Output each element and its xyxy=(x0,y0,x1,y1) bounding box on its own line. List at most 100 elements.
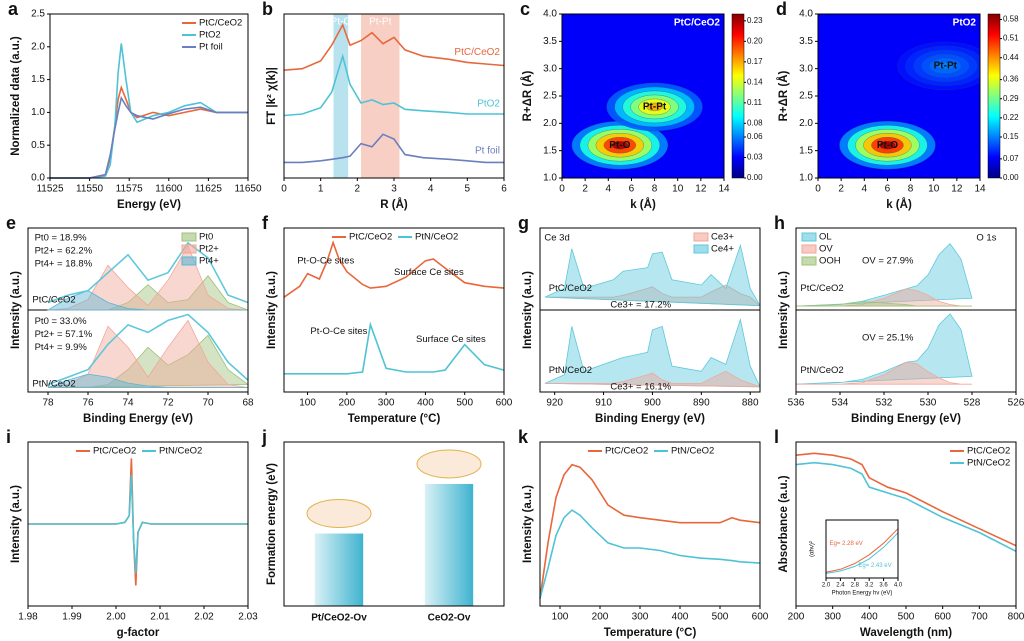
x-tick-label: 600 xyxy=(934,612,951,623)
panel-label: c xyxy=(520,0,530,19)
annotation: Surface Ce sites xyxy=(416,334,486,345)
y-axis-label: Intensity (a.u.) xyxy=(10,271,22,349)
series-line xyxy=(283,53,504,117)
x-tick-label: 74 xyxy=(122,398,134,409)
colorbar-label: 0.00 xyxy=(1003,173,1019,182)
plot-frame xyxy=(283,441,505,607)
colorbar-label: 0.17 xyxy=(747,57,763,66)
x-tick-label: 2.0 xyxy=(822,583,831,589)
y-tick-label: 4.0 xyxy=(799,9,813,20)
x-tick-label: 11550 xyxy=(76,184,104,195)
x-tick-label: 3.6 xyxy=(879,583,888,589)
series-line xyxy=(283,22,505,71)
series-line xyxy=(50,84,248,179)
x-axis-label: g-factor xyxy=(117,627,160,639)
y-axis-label: FT |k² χ(k)| xyxy=(266,67,278,125)
colorbar-label: 0.20 xyxy=(747,36,763,45)
bar xyxy=(424,483,474,606)
x-tick-label: 6 xyxy=(501,184,507,195)
x-tick-label: 900 xyxy=(644,398,661,409)
peak-label: Pt-O xyxy=(877,140,898,151)
peak-label: Pt-O xyxy=(609,140,630,151)
y-axis-label: Intensity (a.u.) xyxy=(522,485,534,563)
colorbar xyxy=(731,13,745,179)
x-tick-label: 4 xyxy=(862,184,868,195)
panel-label: d xyxy=(776,0,787,19)
x-tick-label: 536 xyxy=(788,398,805,409)
annotation: Pt2+ = 57.1% xyxy=(35,329,93,340)
structure-illustration xyxy=(306,499,372,529)
series-line xyxy=(50,95,248,179)
x-axis-label: k (Å) xyxy=(630,198,656,211)
peak-label: Pt-Pt xyxy=(643,102,667,113)
legend-label: PtN/CeO2 xyxy=(967,458,1010,469)
x-tick-label: 11625 xyxy=(195,184,223,195)
x-tick-label: CeO2-Ov xyxy=(428,613,471,624)
y-axis-label: Absorbance (a.u.) xyxy=(778,475,790,572)
x-tick-label: 11650 xyxy=(234,184,262,195)
x-tick-label: 11525 xyxy=(36,184,64,195)
legend-label: Pt foil xyxy=(199,42,223,53)
annotation: Ce3+ = 17.2% xyxy=(610,300,671,311)
x-tick-label: 400 xyxy=(861,612,878,623)
x-tick-label: 0 xyxy=(559,184,565,195)
x-tick-label: 2.01 xyxy=(150,612,170,623)
y-axis-label: Intensity (a.u.) xyxy=(522,271,534,349)
y-axis-label: Intensity (a.u.) xyxy=(266,271,278,349)
legend-label: PtC/CeO2 xyxy=(199,18,242,29)
series-line xyxy=(47,313,249,386)
legend-label: PtN/CeO2 xyxy=(671,446,714,457)
x-tick-label: 10 xyxy=(672,184,684,195)
colorbar-label: 0.15 xyxy=(1003,132,1019,141)
x-tick-label: 14 xyxy=(718,184,730,195)
x-tick-label: 200 xyxy=(788,612,805,623)
y-tick-label: 2.5 xyxy=(543,91,557,102)
fit-peak xyxy=(47,373,248,388)
legend-swatch xyxy=(693,232,709,242)
y-tick-label: 3.5 xyxy=(799,36,813,47)
annotation: Ce3+ = 16.1% xyxy=(610,382,671,393)
legend-label: Ce4+ xyxy=(711,244,734,255)
y-axis-label: R+ΔR (Å) xyxy=(777,70,790,121)
x-tick-label: 500 xyxy=(712,612,729,623)
y-tick-label: 2.5 xyxy=(799,91,813,102)
x-tick-label: 2.4 xyxy=(836,583,845,589)
x-tick-label: 890 xyxy=(693,398,710,409)
x-tick-label: 12 xyxy=(695,184,707,195)
series-label: Pt foil xyxy=(475,145,500,156)
x-tick-label: 600 xyxy=(496,398,513,409)
x-tick-label: 800 xyxy=(1008,612,1024,623)
legend-swatch xyxy=(181,232,197,242)
x-tick-label: 72 xyxy=(162,398,174,409)
y-tick-label: 3.0 xyxy=(543,63,557,74)
legend-label: PtC/CeO2 xyxy=(93,446,136,457)
annotation: Pt0 = 33.0% xyxy=(35,316,88,327)
colorbar xyxy=(987,13,1001,179)
x-tick-label: 2 xyxy=(838,184,844,195)
legend-label: PtC/CeO2 xyxy=(967,446,1010,457)
x-tick-label: 500 xyxy=(456,398,473,409)
plot-frame xyxy=(283,227,505,393)
legend-swatch xyxy=(181,244,197,254)
x-tick-label: 600 xyxy=(752,612,769,623)
legend-label: PtO2 xyxy=(199,30,221,41)
x-tick-label: 200 xyxy=(592,612,609,623)
panel-label: f xyxy=(262,213,269,233)
x-tick-label: 100 xyxy=(299,398,316,409)
x-axis-label: Temperature (°C) xyxy=(348,413,441,425)
series-line xyxy=(284,133,504,164)
y-tick-label: 3.5 xyxy=(543,36,557,47)
x-tick-label: Pt/CeO2-Ov xyxy=(311,613,367,624)
x-axis-label: Binding Energy (eV) xyxy=(851,413,961,425)
y-tick-label: 1.0 xyxy=(799,173,813,184)
x-tick-label: 11575 xyxy=(116,184,144,195)
colorbar-label: 0.03 xyxy=(747,153,763,162)
y-tick-label: 0.0 xyxy=(31,173,45,184)
annotation: Surface Ce sites xyxy=(394,267,464,278)
heatmap-title: PtO2 xyxy=(953,18,977,29)
x-tick-label: 300 xyxy=(632,612,649,623)
series-line xyxy=(50,43,248,179)
x-axis-label: Binding Energy (eV) xyxy=(83,413,193,425)
series-line xyxy=(539,509,761,599)
x-tick-label: 910 xyxy=(595,398,612,409)
